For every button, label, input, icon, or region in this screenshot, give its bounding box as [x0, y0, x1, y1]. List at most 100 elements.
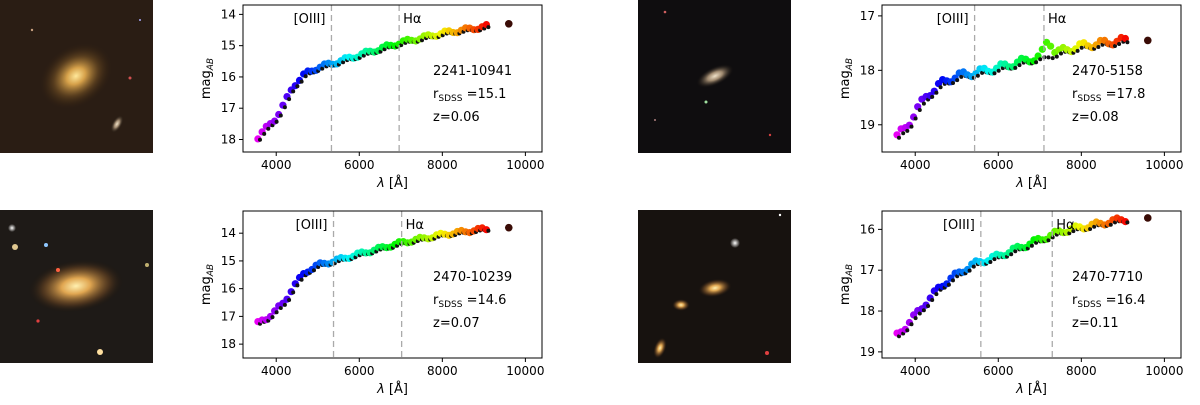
narrowband-point — [1038, 45, 1046, 53]
model-point — [926, 304, 931, 308]
model-point — [959, 74, 964, 79]
x-axis-label: λ [Å] — [376, 381, 408, 397]
x-tick-label: 6000 — [344, 364, 375, 378]
model-point — [1046, 238, 1051, 243]
model-point — [312, 268, 316, 273]
model-point — [303, 74, 308, 79]
y-tick-label: 16 — [860, 222, 875, 236]
r-sdss-label: rSDSS =16.4 — [1072, 293, 1145, 310]
broadband-point — [504, 19, 513, 28]
model-point — [955, 78, 960, 83]
model-point — [282, 105, 287, 110]
model-point — [1108, 222, 1113, 227]
x-tick-label: 8000 — [427, 158, 458, 172]
x-tick-label: 4000 — [261, 158, 292, 172]
model-point — [897, 135, 901, 140]
model-point — [1050, 56, 1055, 61]
x-axis-label: λ [Å] — [1015, 175, 1047, 191]
plot-frame — [881, 4, 1182, 153]
galaxy-id-label: 2241-10941 — [433, 64, 512, 79]
model-point — [282, 302, 287, 307]
model-point — [909, 322, 914, 327]
model-point — [971, 264, 976, 269]
model-point — [951, 278, 955, 283]
model-point — [921, 101, 926, 106]
plot-frame — [242, 210, 543, 359]
model-point — [291, 290, 296, 295]
emission-line-label: Hα — [1056, 218, 1074, 233]
x-tick-label: 4000 — [900, 158, 931, 172]
model-point — [274, 310, 279, 315]
model-point — [917, 311, 922, 316]
model-point — [917, 108, 922, 112]
emission-line-label: [OIII] — [294, 12, 326, 27]
model-point — [1075, 48, 1080, 53]
model-point — [1046, 55, 1051, 60]
model-point — [1009, 252, 1014, 257]
x-tick-label: 10000 — [506, 158, 544, 172]
x-tick-label: 8000 — [1066, 364, 1097, 378]
galaxy-cutout-2470-10239 — [0, 210, 153, 363]
y-tick-label: 18 — [860, 63, 875, 77]
model-point — [1013, 249, 1018, 254]
y-tick-label: 14 — [221, 7, 236, 21]
model-point — [905, 328, 910, 333]
x-axis-label: λ [Å] — [376, 175, 408, 191]
y-axis-label: magAB — [199, 264, 216, 305]
model-point — [1088, 227, 1093, 231]
y-tick-label: 18 — [221, 337, 236, 351]
model-point — [299, 79, 304, 84]
x-tick-label: 4000 — [261, 364, 292, 378]
redshift-label: z=0.06 — [433, 110, 480, 125]
y-tick-label: 16 — [221, 282, 236, 296]
chart-2470-10239: [OIII] Hα 2470-10239 rSDSS =14.6 z=0.07 4000 6… — [199, 210, 544, 397]
data-points — [893, 33, 1152, 140]
x-tick-label: 10000 — [506, 364, 544, 378]
model-point — [486, 25, 491, 30]
broadband-point — [1143, 36, 1152, 45]
model-point — [992, 71, 997, 76]
model-point — [486, 228, 491, 233]
model-point — [320, 66, 325, 71]
emission-line-label: Hα — [1048, 12, 1066, 27]
r-sdss-label: rSDSS =15.1 — [433, 87, 506, 104]
plot-frame — [881, 210, 1182, 359]
model-point — [934, 90, 939, 95]
model-point — [901, 131, 906, 136]
galaxy-cutout-2470-7710 — [638, 210, 791, 363]
emission-line-label: Hα — [403, 12, 421, 27]
redshift-label: z=0.07 — [433, 316, 480, 331]
narrowband-point — [1047, 42, 1055, 50]
model-point — [1117, 42, 1122, 46]
redshift-label: z=0.08 — [1072, 110, 1119, 125]
y-tick-label: 18 — [221, 132, 236, 146]
r-sdss-label: rSDSS =14.6 — [433, 293, 506, 310]
model-point — [299, 277, 304, 282]
y-tick-label: 15 — [221, 39, 236, 53]
model-point — [930, 298, 935, 302]
model-point — [258, 137, 262, 142]
model-point — [270, 315, 275, 320]
model-point — [988, 260, 993, 264]
model-point — [980, 70, 985, 75]
y-tick-label: 14 — [221, 226, 236, 240]
model-point — [291, 89, 296, 94]
model-point — [1034, 60, 1039, 65]
y-axis-label: magAB — [838, 58, 855, 99]
model-point — [905, 128, 910, 133]
model-point — [1059, 51, 1063, 56]
y-tick-label: 19 — [860, 345, 875, 359]
model-point — [278, 113, 283, 118]
x-tick-label: 10000 — [1145, 364, 1183, 378]
r-sdss-label: rSDSS =17.8 — [1072, 87, 1145, 104]
model-point — [1092, 224, 1097, 229]
model-point — [287, 97, 292, 102]
model-point — [1017, 63, 1022, 68]
x-tick-label: 8000 — [1066, 158, 1097, 172]
model-point — [975, 73, 980, 78]
broadband-point — [504, 223, 513, 232]
x-tick-label: 6000 — [983, 158, 1014, 172]
plot-frame — [242, 4, 543, 153]
model-point — [295, 283, 300, 288]
